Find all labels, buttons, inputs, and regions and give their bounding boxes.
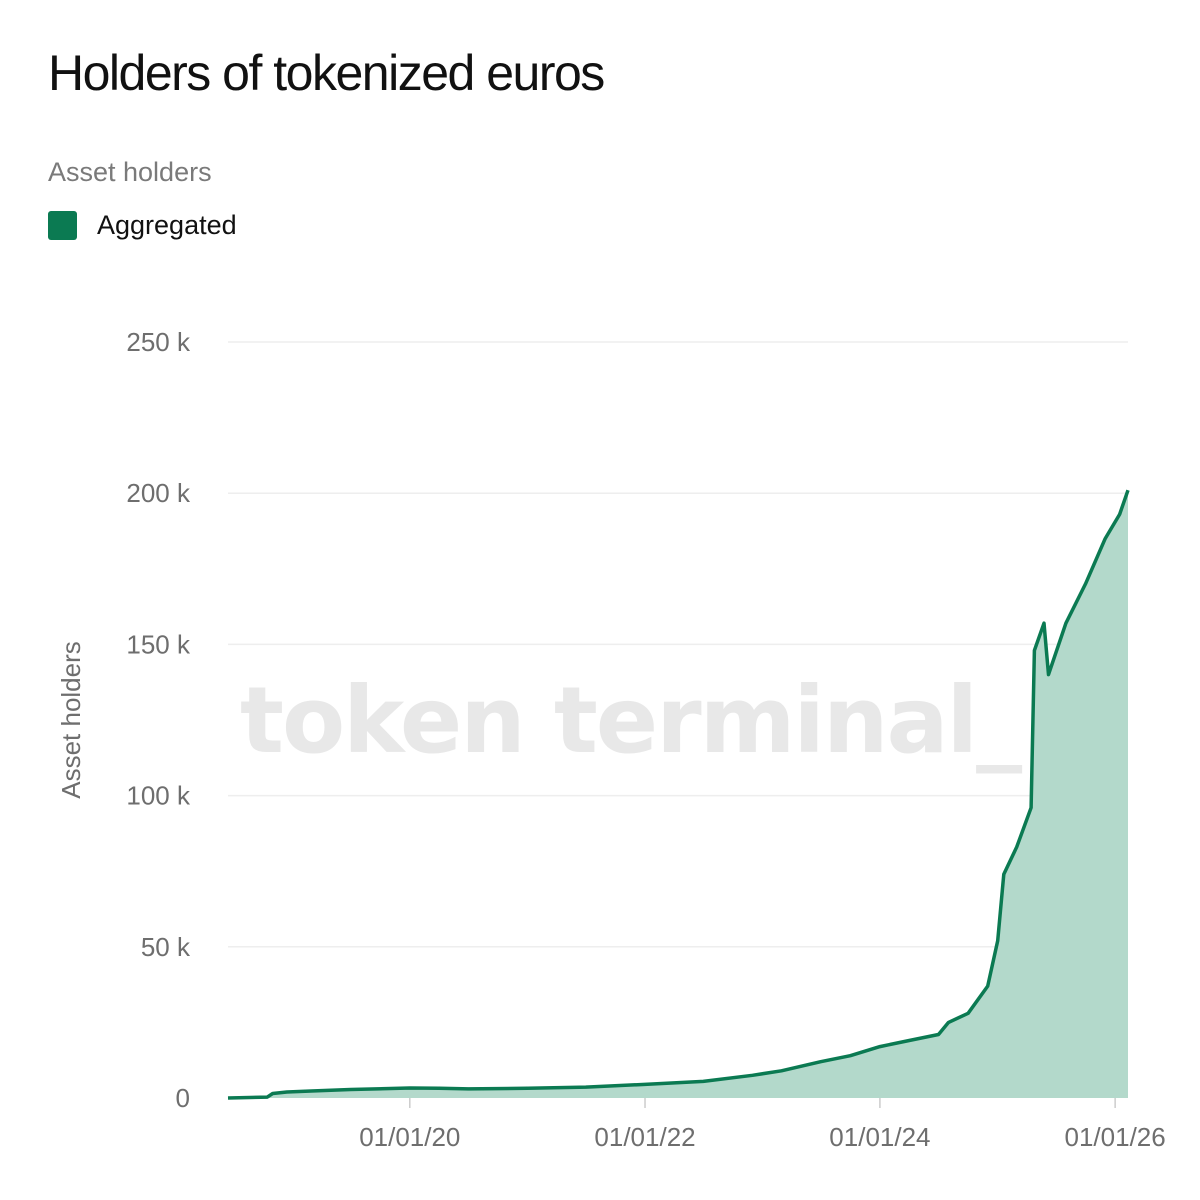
y-tick-label: 250 k — [126, 327, 191, 357]
x-tick-labels: 01/01/20 01/01/22 01/01/24 01/01/26 — [359, 1098, 1166, 1152]
watermark: token terminal_ — [240, 667, 1022, 774]
x-tick-label: 01/01/20 — [359, 1122, 460, 1152]
chart-title: Holders of tokenized euros — [48, 45, 605, 101]
y-tick-label: 200 k — [126, 478, 191, 508]
legend[interactable]: Aggregated — [48, 210, 237, 241]
legend-label-aggregated: Aggregated — [97, 210, 237, 240]
grid-lines — [228, 341, 1128, 948]
legend-swatch — [48, 211, 77, 240]
series-line-aggregated — [227, 489, 1130, 1100]
y-tick-label: 150 k — [126, 629, 191, 659]
y-tick-label: 100 k — [126, 781, 191, 811]
y-tick-labels: 0 50 k 100 k 150 k 200 k 250 k — [126, 327, 191, 1113]
x-tick-label: 01/01/26 — [1065, 1122, 1166, 1152]
chart-subtitle: Asset holders — [48, 157, 212, 187]
y-axis-label: Asset holders — [56, 641, 86, 799]
series-area-aggregated — [228, 490, 1128, 1098]
y-tick-label: 50 k — [141, 932, 191, 962]
y-tick-label: 0 — [176, 1083, 190, 1113]
x-tick-label: 01/01/24 — [829, 1122, 930, 1152]
x-tick-label: 01/01/22 — [594, 1122, 695, 1152]
